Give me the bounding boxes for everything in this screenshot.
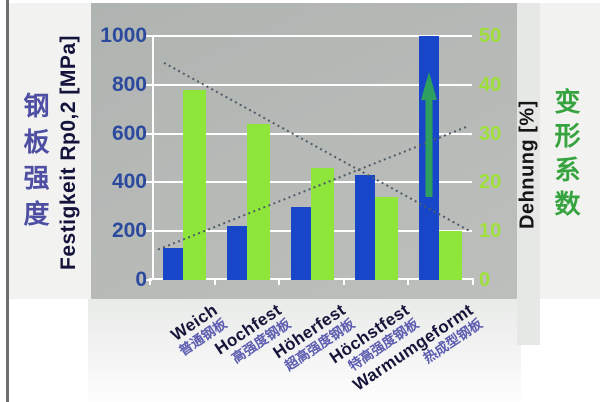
bar-elongation-weich bbox=[183, 89, 206, 280]
bar-elongation-höherfest bbox=[311, 167, 334, 280]
right-tick-label-0: 0 bbox=[479, 269, 491, 291]
bar-elongation-hochfest bbox=[247, 123, 270, 280]
left-tick-800 bbox=[146, 83, 152, 86]
x-tick-2 bbox=[278, 280, 281, 285]
bar-strength-weich bbox=[163, 248, 183, 280]
x-tick-0 bbox=[149, 280, 151, 285]
bar-strength-hochfest bbox=[227, 226, 247, 280]
x-label-band bbox=[88, 299, 521, 402]
left-tick-200 bbox=[146, 230, 152, 233]
right-axis-strip bbox=[517, 3, 540, 345]
x-tick-5 bbox=[472, 280, 474, 285]
x-tick-1 bbox=[213, 280, 216, 285]
left-tick-1000 bbox=[146, 35, 152, 37]
left-tick-label-600: 600 bbox=[111, 121, 147, 145]
right-tick-label-10: 10 bbox=[479, 220, 502, 243]
x-tick-3 bbox=[342, 280, 345, 285]
y-axis-line bbox=[152, 36, 154, 280]
right-tick-label-20: 20 bbox=[479, 171, 502, 194]
right-side-title: 变形系数 bbox=[551, 88, 581, 224]
left-tick-600 bbox=[146, 132, 152, 135]
bar-strength-höchstfest bbox=[355, 175, 375, 280]
right-tick-label-30: 30 bbox=[479, 122, 502, 145]
left-border-line bbox=[6, 0, 9, 402]
right-tick-label-50: 50 bbox=[479, 25, 502, 47]
left-tick-label-1000: 1000 bbox=[100, 24, 147, 47]
left-tick-label-0: 0 bbox=[135, 268, 147, 291]
gridline-1000 bbox=[152, 35, 472, 37]
left-tick-label-200: 200 bbox=[111, 219, 147, 243]
left-tick-label-800: 800 bbox=[111, 72, 147, 96]
right-tick-label-40: 40 bbox=[479, 73, 502, 96]
bar-strength-warmumgeformt bbox=[419, 36, 439, 280]
left-tick-label-400: 400 bbox=[111, 170, 147, 194]
x-tick-4 bbox=[407, 280, 410, 285]
left-tick-400 bbox=[146, 181, 152, 184]
bar-strength-höherfest bbox=[291, 206, 311, 280]
bar-elongation-warmumgeformt bbox=[439, 231, 462, 280]
left-side-title: 钢板强度 bbox=[20, 92, 50, 236]
bar-elongation-höchstfest bbox=[375, 197, 398, 280]
